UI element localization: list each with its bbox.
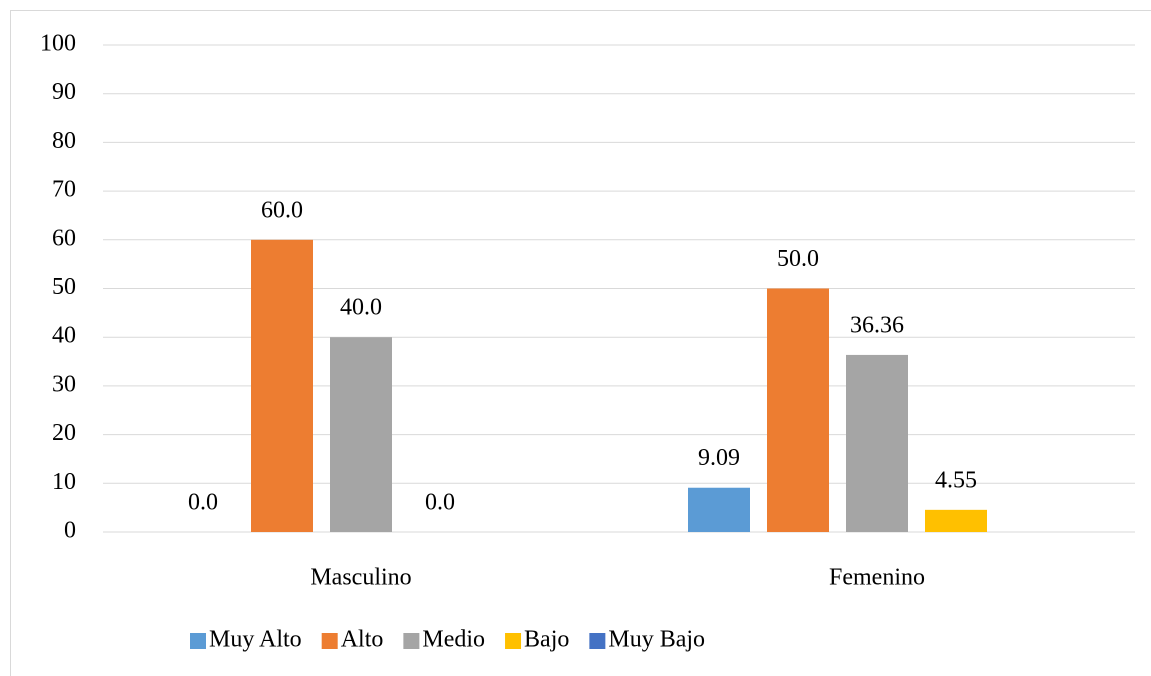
legend-swatch (589, 633, 606, 649)
bar (846, 354, 908, 532)
y-tick-label: 80 (52, 128, 76, 154)
legend-label: Muy Bajo (608, 627, 705, 653)
legend-label: Bajo (524, 627, 569, 653)
y-tick-label: 20 (52, 420, 76, 446)
legend-swatch (321, 633, 338, 649)
bar (767, 288, 829, 532)
x-tick-label: Masculino (310, 565, 411, 591)
data-label: 0.0 (188, 490, 218, 516)
bar (925, 509, 987, 532)
bar (251, 239, 313, 533)
legend-label: Muy Alto (209, 627, 302, 653)
legend-label: Medio (422, 627, 485, 653)
data-label: 9.09 (698, 445, 740, 471)
bar (330, 337, 392, 532)
x-tick-label: Femenino (829, 565, 925, 591)
y-tick-label: 50 (52, 274, 76, 300)
legend-swatch (190, 633, 206, 649)
y-tick-label: 10 (52, 469, 76, 495)
y-tick-label: 30 (52, 371, 76, 397)
y-tick-label: 70 (52, 177, 76, 203)
data-label: 0.0 (425, 490, 455, 516)
legend-swatch (403, 633, 420, 649)
legend-swatch (505, 633, 522, 649)
legend-label: Alto (341, 627, 384, 653)
y-tick-label: 90 (52, 79, 76, 105)
y-tick-label: 0 (64, 518, 76, 544)
y-tick-label: 100 (40, 31, 76, 57)
data-label: 60.0 (261, 197, 303, 223)
data-label: 40.0 (340, 295, 382, 321)
y-tick-label: 60 (52, 225, 76, 251)
data-label: 4.55 (935, 467, 977, 493)
data-label: 36.36 (850, 312, 904, 338)
y-tick-label: 40 (52, 323, 76, 349)
chart-border (10, 10, 1151, 676)
bar (688, 487, 750, 532)
data-label: 50.0 (777, 246, 819, 272)
